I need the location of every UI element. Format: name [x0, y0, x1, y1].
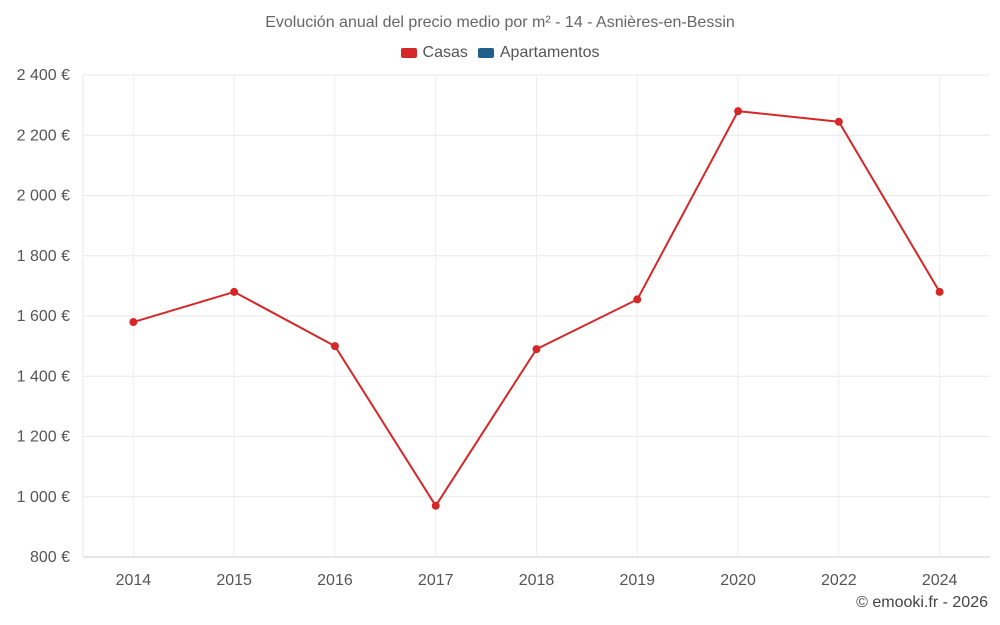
y-tick-label: 2 000 €: [17, 188, 70, 205]
x-tick-label: 2022: [821, 572, 857, 589]
data-point: [935, 287, 944, 296]
y-tick-label: 2 400 €: [17, 67, 70, 84]
legend-swatch-apartamentos: [477, 48, 494, 58]
data-point: [431, 501, 440, 510]
data-point: [834, 117, 843, 126]
data-point: [532, 345, 541, 354]
y-tick-label: 1 600 €: [17, 308, 70, 325]
chart-legend: Casas Apartamentos: [0, 44, 1000, 62]
data-point: [129, 318, 138, 327]
x-tick-label: 2024: [922, 572, 958, 589]
data-point: [330, 342, 339, 351]
x-tick-label: 2019: [619, 572, 655, 589]
legend-label-casas: Casas: [422, 44, 468, 61]
legend-item-apartamentos[interactable]: Apartamentos: [477, 44, 600, 62]
y-tick-label: 1 000 €: [17, 489, 70, 506]
credit-text: © emooki.fr - 2026: [856, 594, 988, 611]
x-tick-label: 2017: [418, 572, 454, 589]
x-tick-label: 2020: [720, 572, 756, 589]
x-tick-label: 2016: [317, 572, 353, 589]
x-tick-label: 2015: [216, 572, 252, 589]
y-tick-label: 2 200 €: [17, 127, 70, 144]
y-tick-label: 800 €: [30, 549, 70, 566]
data-point: [734, 107, 743, 116]
x-tick-label: 2018: [519, 572, 555, 589]
legend-swatch-casas: [400, 48, 417, 58]
chart-title: Evolución anual del precio medio por m² …: [265, 14, 735, 31]
y-tick-label: 1 800 €: [17, 248, 70, 265]
legend-item-casas[interactable]: Casas: [400, 44, 468, 62]
y-tick-label: 1 200 €: [17, 429, 70, 446]
data-point: [633, 295, 642, 304]
legend-label-apartamentos: Apartamentos: [499, 44, 600, 61]
x-tick-label: 2014: [116, 572, 152, 589]
y-tick-label: 1 400 €: [17, 368, 70, 385]
data-point: [230, 287, 239, 296]
